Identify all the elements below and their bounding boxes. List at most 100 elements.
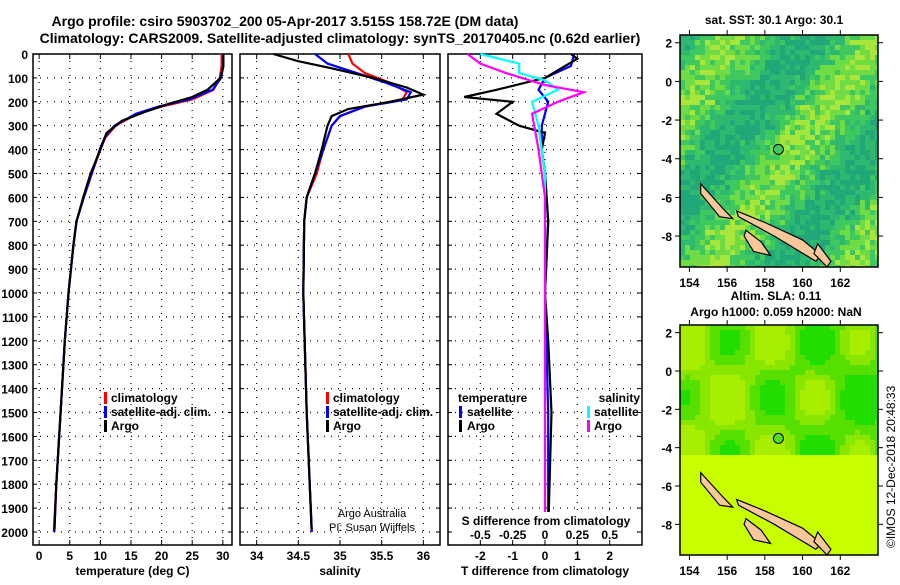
map-cell [760,350,765,355]
map-cell [770,85,775,90]
map-cell [845,50,850,55]
map-cell [810,50,815,55]
map-cell [795,110,800,115]
map-cell [875,535,878,540]
map-cell [755,430,760,435]
map-cell [710,470,715,475]
map-cell [860,415,865,420]
map-cell [825,465,830,470]
map-cell [850,205,855,210]
map-cell [700,235,705,240]
map-cell [790,480,795,485]
map-cell [715,395,720,400]
map-cell [705,265,710,267]
map-cell [755,490,760,495]
lat-tick-label: 2 [665,327,672,341]
map-cell [780,390,785,395]
map-cell [775,420,780,425]
map-cell [790,450,795,455]
map-cell [860,480,865,485]
map-cell [745,60,750,65]
map-cell [715,95,720,100]
map-cell [805,360,810,365]
map-cell [720,265,725,267]
map-cell [700,260,705,265]
map-cell [730,80,735,85]
map-cell [855,525,860,530]
x-tick-label: -1 [507,549,518,563]
map-cell [695,475,700,480]
map-cell [790,375,795,380]
map-cell [830,220,835,225]
map-cell [760,470,765,475]
map-cell [730,410,735,415]
map-cell [805,410,810,415]
map-cell [760,175,765,180]
map-cell [705,55,710,60]
map-cell [870,60,875,65]
map-cell [810,205,815,210]
map-cell [860,460,865,465]
map-cell [755,540,760,545]
map-cell [870,170,875,175]
map-cell [810,130,815,135]
map-cell [765,415,770,420]
map-cell [830,240,835,245]
map-cell [795,190,800,195]
map-cell [685,50,690,55]
map-cell [820,220,825,225]
map-cell [765,430,770,435]
map-cell [755,135,760,140]
map-cell [750,190,755,195]
map-cell [805,480,810,485]
map-cell [685,505,690,510]
map-cell [745,385,750,390]
map-cell [825,415,830,420]
map-cell [800,440,805,445]
map-cell [850,525,855,530]
map-cell [765,520,770,525]
map-cell [780,530,785,535]
map-cell [840,440,845,445]
map-cell [845,40,850,45]
map-cell [755,515,760,520]
map-cell [695,355,700,360]
map-cell [710,450,715,455]
map-cell [830,505,835,510]
map-cell [690,180,695,185]
map-cell [770,325,775,330]
s-tick-label: -0.5 [470,528,491,542]
map-cell [750,85,755,90]
map-cell [690,530,695,535]
map-cell [690,235,695,240]
map-cell [825,435,830,440]
map-cell [850,130,855,135]
map-cell [840,465,845,470]
map-cell [835,490,840,495]
map-cell [830,325,835,330]
map-cell [700,425,705,430]
map-cell [680,50,685,55]
map-cell [680,395,685,400]
map-cell [695,260,700,265]
map-cell [795,390,800,395]
map-cell [750,90,755,95]
map-cell [685,240,690,245]
map-cell [835,165,840,170]
map-cell [715,265,720,267]
map-cell [800,380,805,385]
map-cell [845,495,850,500]
map-cell [870,195,875,200]
map-cell [775,100,780,105]
map-cell [860,145,865,150]
map-cell [680,425,685,430]
map-cell [825,535,830,540]
map-cell [825,470,830,475]
map-cell [815,130,820,135]
legend-label: climatology [333,391,400,405]
map-cell [745,345,750,350]
map-cell [765,185,770,190]
map-cell [795,50,800,55]
map-cell [875,505,878,510]
map-cell [690,250,695,255]
